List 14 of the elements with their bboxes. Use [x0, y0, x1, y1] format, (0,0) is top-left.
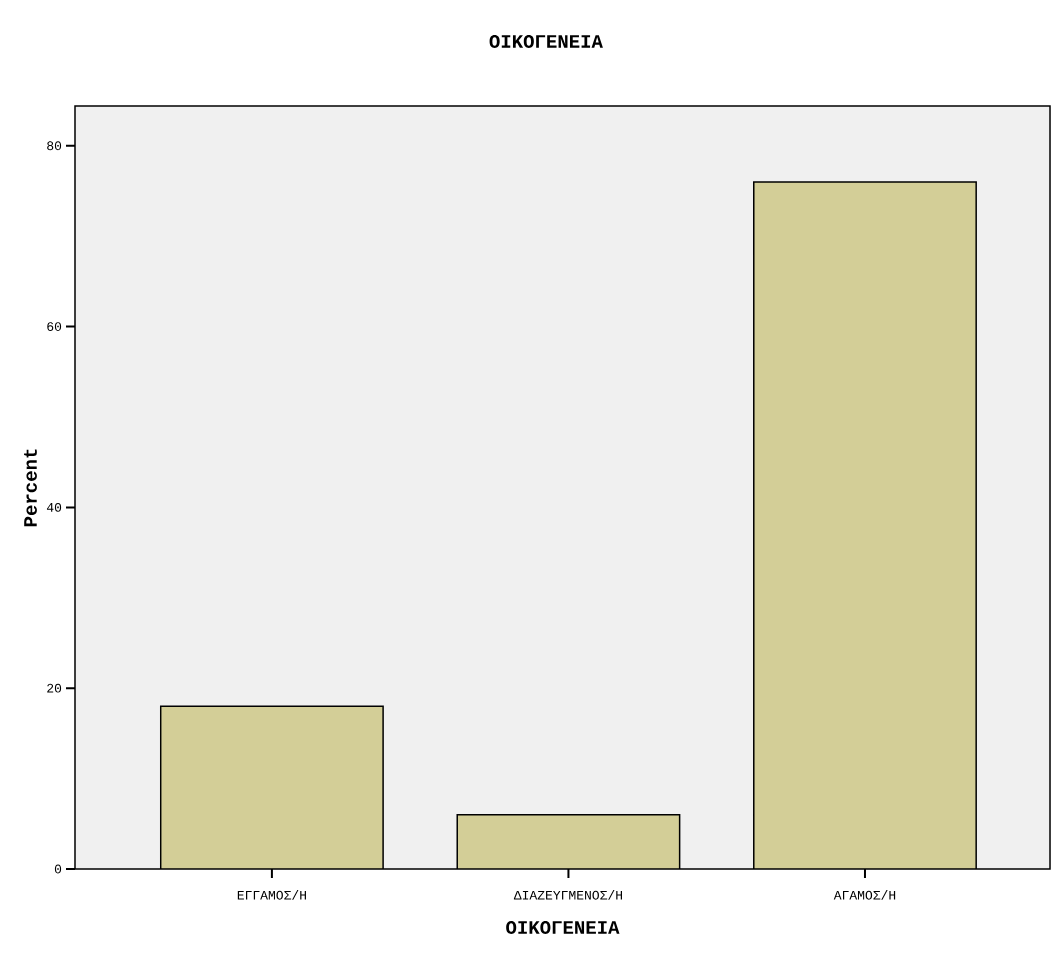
- x-tick-label: ΔΙΑΖΕΥΓΜΕΝΟΣ/Η: [513, 890, 622, 900]
- bar: [159, 705, 384, 869]
- x-axis-title: ΟΙΚΟΓΕΝΕΙΑ: [506, 921, 620, 934]
- y-tick-label: 40: [46, 502, 62, 512]
- y-axis-title: Percent: [24, 449, 37, 527]
- bar: [456, 814, 681, 869]
- y-tick-label: 60: [47, 322, 62, 331]
- y-tick-label: 20: [47, 683, 62, 693]
- y-tick-label: 0: [54, 864, 62, 874]
- chart-title: ΟΙΚΟΓΕΝΕΙΑ: [489, 35, 603, 48]
- x-tick-label: ΕΓΓΑΜΟΣ/Η: [237, 890, 306, 900]
- x-tick-label: ΑΓΑΜΟΣ/Η: [833, 890, 896, 900]
- bar: [753, 181, 977, 869]
- y-tick-label: 80: [47, 141, 62, 151]
